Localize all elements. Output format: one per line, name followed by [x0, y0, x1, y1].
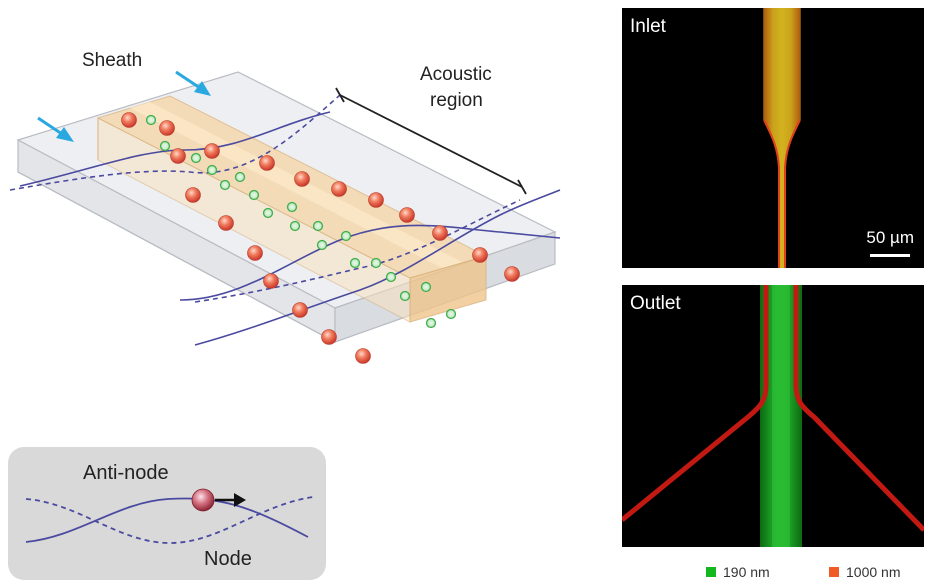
small-particle — [236, 173, 245, 182]
sheath-label: Sheath — [82, 50, 142, 71]
large-particle — [400, 208, 415, 223]
large-particle — [186, 188, 201, 203]
legend-swatch-orange — [829, 567, 839, 577]
small-particle — [208, 166, 217, 175]
outlet-label: Outlet — [630, 293, 681, 315]
large-particle — [356, 349, 371, 364]
legend-item-190nm: 190 nm — [706, 562, 770, 582]
legend-item-1000nm: 1000 nm — [829, 562, 900, 582]
large-particle — [264, 274, 279, 289]
particle-icon — [192, 489, 214, 511]
large-particle — [205, 144, 220, 159]
small-particle — [147, 116, 156, 125]
node-antinode-inset: Anti-node Node — [8, 447, 326, 580]
large-particle — [171, 149, 186, 164]
small-particle — [192, 154, 201, 163]
large-particle — [293, 303, 308, 318]
solid-wave — [26, 498, 308, 542]
dashed-wave — [26, 497, 313, 543]
inlet-label: Inlet — [630, 16, 666, 38]
large-particle — [160, 121, 175, 136]
large-particle — [295, 172, 310, 187]
large-particle — [369, 193, 384, 208]
legend-swatch-green — [706, 567, 716, 577]
outlet-micrograph: Outlet — [622, 285, 924, 547]
large-particle — [473, 248, 488, 263]
large-particle — [122, 113, 137, 128]
small-particle — [427, 319, 436, 328]
small-particle — [288, 203, 297, 212]
large-particle — [433, 226, 448, 241]
small-particle — [372, 259, 381, 268]
small-particle — [447, 310, 456, 319]
acoustic-region-label-line2: region — [430, 90, 483, 111]
chip-schematic: Sheath Acoustic region — [0, 0, 610, 440]
small-particle — [291, 222, 300, 231]
scale-bar-label: 50 µm — [866, 228, 914, 248]
node-label: Node — [204, 548, 252, 570]
large-particle — [505, 267, 520, 282]
large-particle — [248, 246, 263, 261]
small-particle — [264, 209, 273, 218]
small-particle — [401, 292, 410, 301]
acoustic-region-label-line1: Acoustic — [420, 64, 492, 85]
small-particle — [221, 181, 230, 190]
small-particle — [318, 241, 327, 250]
small-particle — [314, 222, 323, 231]
small-particle — [161, 142, 170, 151]
scale-bar — [870, 254, 910, 257]
small-particle — [342, 232, 351, 241]
legend-label: 190 nm — [723, 564, 770, 580]
small-particle — [250, 191, 259, 200]
arrow-right-icon — [215, 493, 246, 507]
large-particle — [260, 156, 275, 171]
large-particle — [219, 216, 234, 231]
large-particle — [322, 330, 337, 345]
inlet-micrograph: Inlet 50 µm — [622, 8, 924, 268]
anti-node-label: Anti-node — [83, 462, 169, 484]
inset-diagram: Anti-node Node — [8, 447, 326, 580]
large-particle — [332, 182, 347, 197]
small-particle — [422, 283, 431, 292]
small-particle — [387, 273, 396, 282]
small-particle — [351, 259, 360, 268]
legend-label: 1000 nm — [846, 564, 900, 580]
outlet-image — [622, 285, 924, 547]
